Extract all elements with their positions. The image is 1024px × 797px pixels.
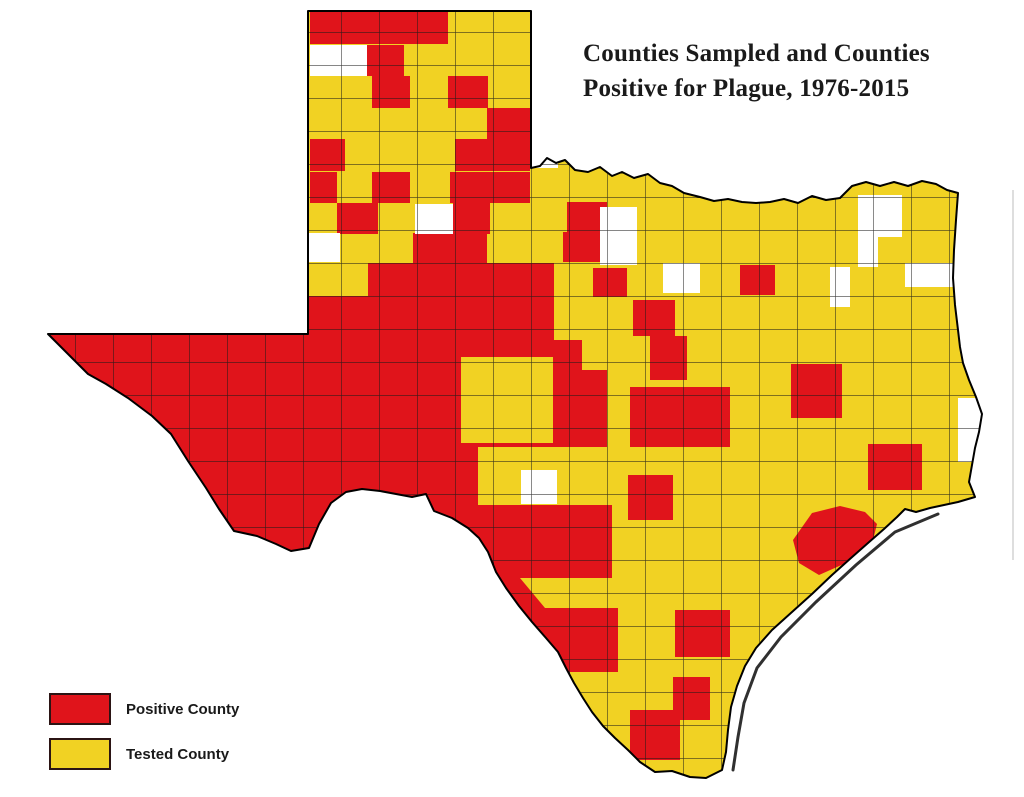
map-title-line2: Positive for Plague, 1976-2015	[583, 75, 910, 102]
tested-county-swatch	[49, 738, 111, 770]
legend-item-tested: Tested County	[49, 737, 239, 771]
legend: Positive County Tested County	[49, 692, 239, 782]
map-title-line1: Counties Sampled and Counties	[583, 40, 930, 67]
positive-county-swatch	[49, 693, 111, 725]
barrier-islands	[731, 512, 940, 772]
legend-label-positive: Positive County	[126, 700, 240, 718]
state-outline	[47, 10, 983, 779]
legend-label-tested: Tested County	[126, 745, 230, 763]
map-title: Counties Sampled and Counties Positive f…	[583, 36, 1003, 106]
legend-item-positive: Positive County	[49, 692, 239, 726]
